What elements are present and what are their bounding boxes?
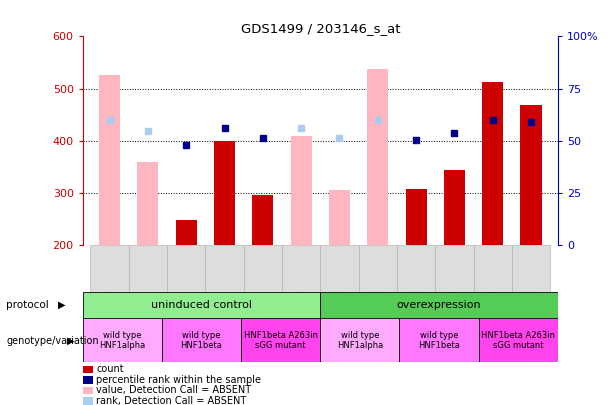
Bar bbox=[479, 318, 558, 362]
Text: wild type
HNF1alpha: wild type HNF1alpha bbox=[99, 330, 145, 350]
Bar bbox=[406, 189, 427, 245]
Bar bbox=[291, 136, 311, 245]
Bar bbox=[329, 190, 350, 245]
Text: rank, Detection Call = ABSENT: rank, Detection Call = ABSENT bbox=[96, 396, 246, 405]
Bar bbox=[137, 162, 158, 245]
Bar bbox=[91, 245, 129, 292]
Bar bbox=[244, 245, 282, 292]
Text: ▶: ▶ bbox=[58, 300, 66, 309]
Text: ▶: ▶ bbox=[67, 336, 75, 346]
Bar bbox=[241, 318, 321, 362]
Bar bbox=[129, 245, 167, 292]
Text: wild type
HNF1beta: wild type HNF1beta bbox=[181, 330, 223, 350]
Bar bbox=[83, 318, 162, 362]
Text: genotype/variation: genotype/variation bbox=[6, 336, 99, 346]
Bar bbox=[321, 245, 359, 292]
Text: HNF1beta A263in
sGG mutant: HNF1beta A263in sGG mutant bbox=[481, 330, 555, 350]
Bar bbox=[321, 292, 558, 318]
Bar bbox=[321, 318, 400, 362]
Bar bbox=[512, 245, 550, 292]
Bar bbox=[482, 82, 503, 245]
Bar bbox=[205, 245, 244, 292]
Bar bbox=[400, 318, 479, 362]
Bar bbox=[520, 105, 541, 245]
Bar bbox=[397, 245, 435, 292]
Bar bbox=[83, 292, 321, 318]
Bar bbox=[167, 245, 205, 292]
Bar bbox=[99, 75, 120, 245]
Bar bbox=[444, 170, 465, 245]
Bar bbox=[162, 318, 241, 362]
Text: overexpression: overexpression bbox=[397, 300, 481, 310]
Text: count: count bbox=[96, 364, 124, 374]
Title: GDS1499 / 203146_s_at: GDS1499 / 203146_s_at bbox=[240, 22, 400, 35]
Bar bbox=[176, 220, 197, 245]
Bar bbox=[214, 141, 235, 245]
Bar bbox=[359, 245, 397, 292]
Text: uninduced control: uninduced control bbox=[151, 300, 252, 310]
Text: wild type
HNF1alpha: wild type HNF1alpha bbox=[337, 330, 383, 350]
Bar bbox=[435, 245, 474, 292]
Bar bbox=[367, 69, 388, 245]
Text: HNF1beta A263in
sGG mutant: HNF1beta A263in sGG mutant bbox=[244, 330, 318, 350]
Bar bbox=[474, 245, 512, 292]
Text: percentile rank within the sample: percentile rank within the sample bbox=[96, 375, 261, 385]
Text: protocol: protocol bbox=[6, 300, 49, 309]
Bar bbox=[253, 195, 273, 245]
Text: wild type
HNF1beta: wild type HNF1beta bbox=[418, 330, 460, 350]
Text: value, Detection Call = ABSENT: value, Detection Call = ABSENT bbox=[96, 386, 251, 395]
Bar bbox=[282, 245, 321, 292]
